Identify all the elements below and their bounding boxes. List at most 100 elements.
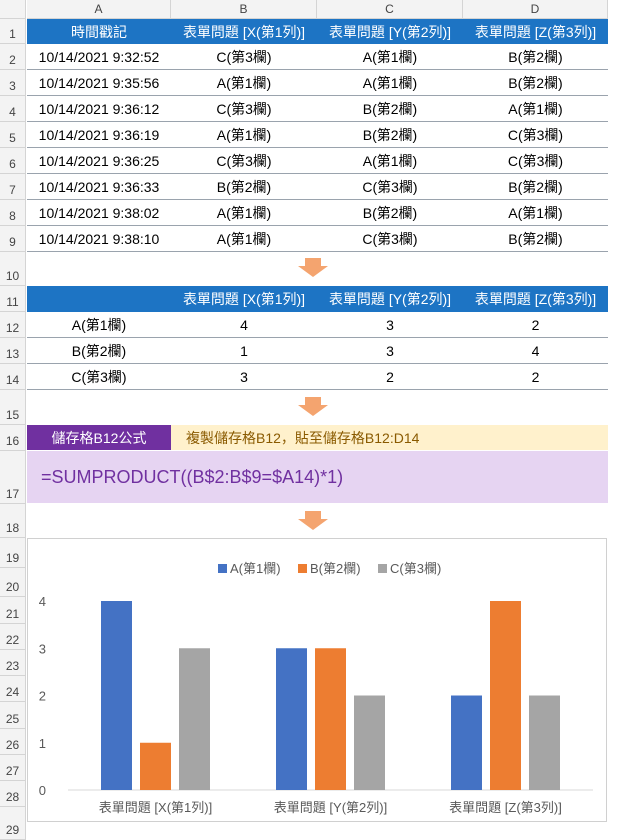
row-header-3[interactable]: 3 (0, 70, 26, 96)
table-cell[interactable]: B(第2欄) (362, 126, 418, 143)
table-cell[interactable]: C(第3欄) (362, 230, 418, 247)
column-title[interactable]: 表單問題 [Z(第3列)] (474, 23, 597, 40)
row-header-17[interactable]: 17 (0, 451, 26, 504)
table-cell[interactable]: 10/14/2021 9:36:25 (38, 152, 160, 169)
bar-chart[interactable]: 0 1 2 3 4 表單問題 [X(第1列)] 表單問題 [Y(第2列)] 表單問題 [Z(第… (27, 538, 607, 822)
table-cell[interactable]: 4 (240, 316, 248, 333)
formula-label[interactable]: 儲存格B12公式 (27, 425, 171, 450)
row-header-28[interactable]: 28 (0, 781, 26, 807)
formula-note[interactable]: 複製儲存格B12，貼至儲存格B12:D14 (171, 425, 608, 450)
select-all-corner[interactable] (0, 0, 26, 19)
row-header-15[interactable]: 15 (0, 390, 26, 425)
row-header-6[interactable]: 6 (0, 148, 26, 174)
row-header-24[interactable]: 24 (0, 676, 26, 702)
table-cell[interactable]: 10/14/2021 9:35:56 (38, 74, 160, 91)
bar-B(第2欄)-3[interactable] (490, 601, 521, 790)
table-cell[interactable]: 4 (531, 342, 540, 359)
table-cell[interactable]: C(第3欄) (507, 152, 564, 169)
row-header-11[interactable]: 11 (0, 286, 26, 312)
bar-A(第1欄)-3[interactable] (451, 695, 482, 791)
column-title[interactable] (27, 286, 171, 312)
table-cell[interactable]: B(第2欄) (362, 204, 418, 221)
row-header-9[interactable]: 9 (0, 226, 26, 252)
row-header-21[interactable]: 21 (0, 597, 26, 624)
row-header-12[interactable]: 12 (0, 312, 26, 338)
table-cell[interactable]: A(第1欄) (216, 204, 272, 221)
row-header-20[interactable]: 20 (0, 568, 26, 597)
bar-B(第2欄)-1[interactable] (140, 742, 171, 790)
row-header-25[interactable]: 25 (0, 702, 26, 729)
table-cell[interactable]: C(第3欄) (71, 368, 127, 385)
table-cell[interactable]: A(第1欄) (71, 316, 127, 333)
column-header-b[interactable]: B (171, 0, 317, 19)
row-header-7[interactable]: 7 (0, 174, 26, 200)
table-cell[interactable]: 10/14/2021 9:36:12 (38, 100, 160, 117)
row-header-16[interactable]: 16 (0, 425, 26, 451)
row-header-27[interactable]: 27 (0, 755, 26, 781)
row-header-13[interactable]: 13 (0, 338, 26, 364)
table-cell[interactable]: 10/14/2021 9:36:33 (38, 178, 160, 195)
bar-C(第3欄)-1[interactable] (179, 648, 210, 790)
table-cell[interactable]: A(第1欄) (216, 126, 272, 143)
table-cell[interactable]: A(第1欄) (362, 152, 418, 169)
table-cell[interactable]: 10/14/2021 9:32:52 (38, 48, 160, 65)
table-cell[interactable]: A(第1欄) (508, 204, 563, 221)
bar-C(第3欄)-2[interactable] (354, 695, 385, 791)
table-cell[interactable]: A(第1欄) (508, 100, 563, 117)
table-cell[interactable]: C(第3欄) (216, 100, 272, 117)
column-header-a[interactable]: A (27, 0, 171, 19)
row-header-2[interactable]: 2 (0, 44, 26, 70)
table-cell[interactable]: A(第1欄) (216, 74, 272, 91)
row-header-22[interactable]: 22 (0, 624, 26, 650)
table-cell[interactable]: 3 (240, 368, 248, 385)
row-header-29[interactable]: 29 (0, 807, 26, 840)
table-cell[interactable]: B(第2欄) (508, 230, 563, 247)
row-header-23[interactable]: 23 (0, 650, 26, 676)
table-cell[interactable]: 10/14/2021 9:36:19 (38, 126, 160, 143)
table-cell[interactable]: 2 (386, 368, 394, 385)
bar-B(第2欄)-2[interactable] (315, 648, 346, 790)
table-cell[interactable]: 3 (386, 316, 394, 333)
table-cell[interactable]: B(第2欄) (508, 74, 563, 91)
column-title[interactable]: 時間戳記 (71, 23, 127, 40)
bar-A(第1欄)-2[interactable] (276, 648, 307, 790)
table-cell[interactable]: C(第3欄) (362, 178, 418, 195)
table-cell[interactable]: A(第1欄) (216, 230, 272, 247)
row-header-8[interactable]: 8 (0, 200, 26, 226)
table-cell[interactable]: 2 (531, 368, 540, 385)
table-cell[interactable]: C(第3欄) (216, 48, 272, 65)
table-cell[interactable]: B(第2欄) (508, 48, 563, 65)
table-cell[interactable]: 1 (240, 342, 248, 359)
table-cell[interactable]: A(第1欄) (362, 48, 418, 65)
bar-C(第3欄)-3[interactable] (529, 695, 560, 791)
row-header-5[interactable]: 5 (0, 122, 26, 148)
row-header-10[interactable]: 10 (0, 252, 26, 286)
table-cell[interactable]: B(第2欄) (362, 100, 418, 117)
table-cell[interactable]: A(第1欄) (362, 74, 418, 91)
formula-text[interactable]: =SUMPRODUCT((B$2:B$9=$A14)*1) (27, 451, 608, 503)
row-header-1[interactable]: 1 (0, 19, 26, 44)
row-header-4[interactable]: 4 (0, 96, 26, 122)
column-header-c[interactable]: C (317, 0, 463, 19)
table-cell[interactable]: 10/14/2021 9:38:02 (38, 204, 160, 221)
column-title[interactable]: 表單問題 [Z(第3列)] (474, 291, 597, 307)
column-title[interactable]: 表單問題 [Y(第2列)] (328, 23, 452, 40)
column-title[interactable]: 表單問題 [X(第1列)] (182, 23, 306, 40)
table-cell[interactable]: C(第3欄) (507, 126, 564, 143)
row-header-19[interactable]: 19 (0, 538, 26, 568)
table-cell[interactable]: C(第3欄) (216, 152, 272, 169)
table-cell[interactable]: B(第2欄) (71, 342, 127, 359)
table-cell[interactable]: 3 (386, 342, 394, 359)
bar-A(第1欄)-1[interactable] (101, 601, 132, 790)
column-title[interactable]: 表單問題 [Y(第2列)] (328, 291, 452, 307)
column-header-d[interactable]: D (463, 0, 608, 19)
row-header-26[interactable]: 26 (0, 729, 26, 755)
down-arrow-tip-icon (298, 519, 328, 530)
column-title[interactable]: 表單問題 [X(第1列)] (182, 291, 306, 307)
table-cell[interactable]: 10/14/2021 9:38:10 (38, 230, 160, 247)
table-cell[interactable]: B(第2欄) (216, 178, 272, 195)
table-cell[interactable]: 2 (531, 316, 540, 333)
row-header-14[interactable]: 14 (0, 364, 26, 390)
table-cell[interactable]: B(第2欄) (508, 178, 563, 195)
row-header-18[interactable]: 18 (0, 504, 26, 538)
